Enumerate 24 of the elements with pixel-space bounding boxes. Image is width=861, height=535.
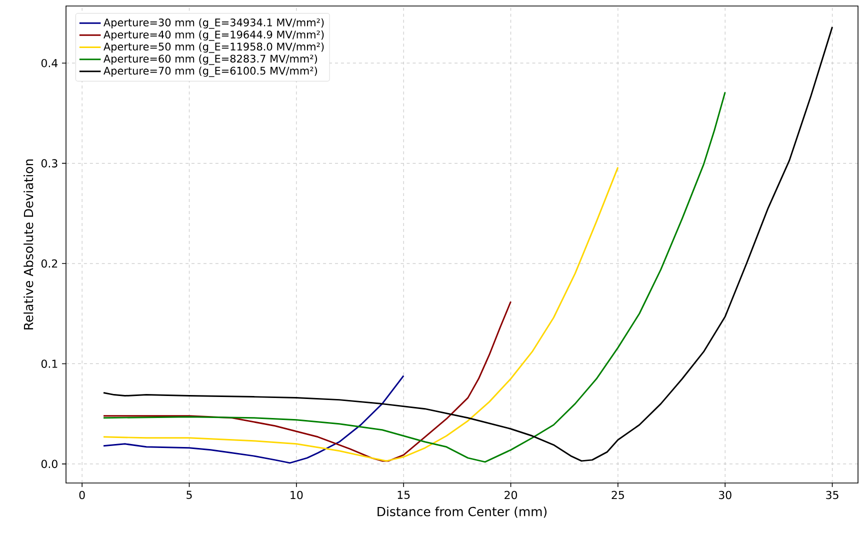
y-tick-label: 0.0	[41, 460, 58, 468]
x-tick-label: 30	[718, 490, 732, 500]
x-tick-label: 10	[290, 490, 303, 500]
line-series	[102, 300, 512, 462]
legend-label: Aperture=60 mm (g_E=8283.7 MV/mm²)	[104, 54, 318, 65]
x-tick-label: 0	[79, 490, 85, 500]
legend-label: Aperture=40 mm (g_E=19644.9 MV/mm²)	[104, 30, 324, 41]
legend-label: Aperture=50 mm (g_E=11958.0 MV/mm²)	[104, 42, 324, 53]
line-series	[102, 91, 726, 463]
x-tick-label: 25	[612, 490, 624, 500]
y-tick-label: 0.1	[41, 360, 58, 368]
x-tick-label: 15	[398, 490, 410, 499]
y-tick-label: 0.2	[41, 259, 58, 268]
x-axis-title: Distance from Center (mm)	[378, 506, 547, 518]
y-tick-label: 0.4	[41, 58, 58, 68]
x-tick-label: 5	[186, 490, 192, 499]
legend-label: Aperture=30 mm (g_E=34934.1 MV/mm²)	[104, 18, 324, 29]
line-series	[102, 375, 404, 464]
line-series	[102, 166, 619, 462]
y-tick-label: 0.3	[41, 159, 58, 168]
y-axis-title: Relative Absolute Deviation	[24, 159, 34, 330]
legend-label: Aperture=70 mm (g_E=6100.5 MV/mm²)	[104, 66, 318, 78]
x-tick-label: 20	[504, 490, 518, 500]
x-tick-label: 35	[826, 490, 838, 500]
